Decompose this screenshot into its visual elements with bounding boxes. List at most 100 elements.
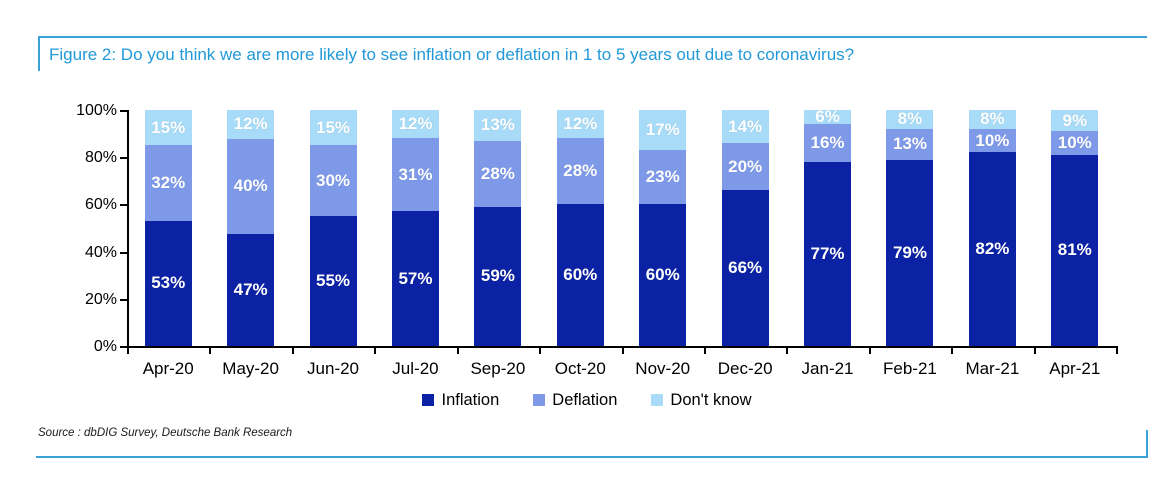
bar-segment-deflation bbox=[1051, 131, 1099, 155]
y-axis-label: 60% bbox=[84, 196, 117, 214]
x-axis-category-label: Apr-21 bbox=[1049, 359, 1101, 378]
x-axis-line bbox=[127, 346, 1118, 348]
bar-segment-inflation bbox=[144, 220, 192, 346]
bar-segment-value-label: 81% bbox=[1057, 240, 1092, 260]
x-axis-category-label: Oct-20 bbox=[554, 359, 606, 378]
legend-item-inflation: Inflation bbox=[422, 391, 499, 410]
x-axis-category-label: Mar-21 bbox=[965, 359, 1020, 378]
bar-segment-value-label: 40% bbox=[233, 176, 268, 196]
legend-swatch-icon bbox=[533, 394, 546, 406]
bar-segment-deflation bbox=[474, 140, 522, 207]
bar-segment-value-label: 28% bbox=[480, 163, 515, 183]
legend-label: Inflation bbox=[441, 390, 500, 409]
x-axis-tick bbox=[291, 348, 294, 354]
bar-segment-value-label: 12% bbox=[233, 114, 268, 134]
bar-segment-value-label: 60% bbox=[563, 265, 598, 285]
legend-swatch-icon bbox=[422, 394, 435, 406]
x-axis-category-label: Dec-20 bbox=[717, 359, 773, 378]
y-axis-tick bbox=[120, 157, 127, 160]
y-axis-tick bbox=[120, 251, 127, 254]
bar-segment-value-label: 8% bbox=[980, 109, 1005, 129]
bar-segment-value-label: 28% bbox=[563, 161, 598, 181]
bar-segment-don-t-know bbox=[556, 110, 604, 139]
bar-segment-value-label: 57% bbox=[398, 268, 433, 288]
bar-segment-don-t-know bbox=[227, 110, 275, 139]
x-axis-category-label: Apr-20 bbox=[142, 359, 194, 378]
bar-segment-deflation bbox=[391, 138, 439, 212]
bar-segment-value-label: 30% bbox=[316, 170, 351, 190]
bar-segment-value-label: 12% bbox=[563, 114, 598, 134]
bar-segment-deflation bbox=[639, 150, 687, 205]
bar-segment-value-label: 12% bbox=[398, 114, 433, 134]
bar-segment-value-label: 14% bbox=[728, 116, 763, 136]
bar-segment-value-label: 79% bbox=[892, 242, 927, 262]
bar-segment-don-t-know bbox=[1051, 110, 1099, 132]
bar-segment-don-t-know bbox=[721, 110, 769, 144]
bar-segment-inflation bbox=[804, 162, 852, 346]
bar-segment-value-label: 10% bbox=[975, 130, 1010, 150]
y-axis-label: 40% bbox=[84, 243, 117, 261]
bar-segment-deflation bbox=[227, 138, 275, 234]
bottom-accent-rule bbox=[36, 456, 1148, 458]
bar-segment-value-label: 47% bbox=[233, 279, 268, 299]
bar-segment-inflation bbox=[886, 159, 934, 346]
bar-segment-inflation bbox=[968, 152, 1016, 346]
bar-segment-value-label: 60% bbox=[645, 265, 680, 285]
legend-label: Don't know bbox=[670, 390, 752, 409]
legend-label: Deflation bbox=[552, 390, 618, 409]
x-axis-tick bbox=[209, 348, 212, 354]
bar-segment-deflation bbox=[309, 145, 357, 217]
y-axis-label: 100% bbox=[76, 102, 117, 119]
bar-segment-value-label: 20% bbox=[728, 156, 763, 176]
bar-segment-inflation bbox=[227, 233, 275, 346]
bar-segment-inflation bbox=[639, 204, 687, 346]
bar-segment-don-t-know bbox=[474, 110, 522, 141]
bar-segment-value-label: 17% bbox=[645, 120, 680, 140]
bar-segment-value-label: 16% bbox=[810, 133, 845, 153]
bar-segment-inflation bbox=[1051, 154, 1099, 346]
x-axis-category-label: Jul-20 bbox=[392, 359, 439, 378]
x-axis-category-label: Jun-20 bbox=[307, 359, 360, 378]
figure-title: Figure 2: Do you think we are more likel… bbox=[38, 38, 1129, 71]
bar-segment-value-label: 6% bbox=[815, 107, 840, 127]
top-accent-rule bbox=[38, 36, 1147, 38]
x-axis-tick bbox=[951, 348, 954, 354]
x-axis-tick bbox=[374, 348, 377, 354]
bar-segment-inflation bbox=[391, 211, 439, 346]
bar-segment-value-label: 15% bbox=[316, 117, 351, 137]
source-note: Source : dbDIG Survey, Deutsche Bank Res… bbox=[38, 427, 293, 439]
bar-segment-value-label: 15% bbox=[151, 117, 186, 137]
y-axis-tick bbox=[120, 204, 127, 207]
bar-segment-value-label: 23% bbox=[645, 167, 680, 187]
bar-segment-value-label: 31% bbox=[398, 164, 433, 184]
y-axis-tick bbox=[120, 110, 127, 112]
chart-legend: Inflation Deflation Don't know bbox=[0, 388, 1174, 412]
y-axis-label: 80% bbox=[84, 149, 117, 167]
x-axis-tick bbox=[621, 348, 624, 354]
x-axis-category-label: Jan-21 bbox=[801, 359, 854, 378]
x-axis-tick bbox=[456, 348, 459, 354]
bar-segment-value-label: 53% bbox=[151, 273, 186, 293]
bar-segment-value-label: 9% bbox=[1062, 110, 1088, 130]
x-axis-tick bbox=[127, 348, 129, 354]
x-axis-tick bbox=[868, 348, 871, 354]
bar-segment-value-label: 66% bbox=[728, 258, 763, 278]
bar-segment-don-t-know bbox=[391, 110, 439, 139]
bar-segment-deflation bbox=[144, 145, 192, 221]
y-axis-tick bbox=[120, 346, 127, 348]
bar-segment-deflation bbox=[721, 143, 769, 191]
x-axis-tick bbox=[786, 348, 789, 354]
bar-segment-don-t-know bbox=[968, 110, 1016, 129]
y-axis-label: 20% bbox=[84, 290, 117, 308]
bar-segment-value-label: 8% bbox=[897, 109, 923, 129]
bar-segment-inflation bbox=[474, 206, 522, 346]
bar-segment-inflation bbox=[721, 190, 769, 346]
bar-segment-value-label: 32% bbox=[151, 173, 186, 193]
bar-segment-inflation bbox=[309, 216, 357, 346]
bar-segment-don-t-know bbox=[886, 110, 934, 129]
bar-segment-inflation bbox=[556, 204, 604, 346]
bar-segment-value-label: 10% bbox=[1057, 133, 1092, 153]
legend-item-don-t-know: Don't know bbox=[651, 390, 752, 410]
